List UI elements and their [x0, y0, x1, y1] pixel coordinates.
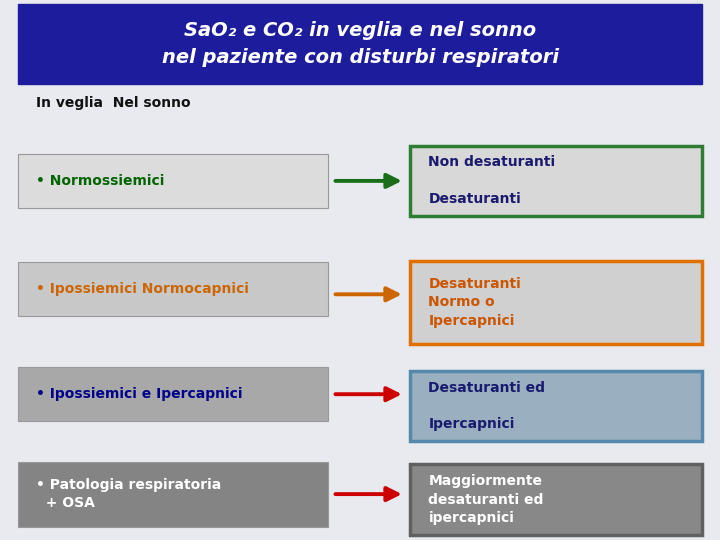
Text: • Patologia respiratoria
  + OSA: • Patologia respiratoria + OSA	[36, 478, 221, 510]
FancyBboxPatch shape	[410, 261, 702, 345]
FancyBboxPatch shape	[18, 4, 702, 84]
Text: Maggiormente
desaturanti ed
ipercapnici: Maggiormente desaturanti ed ipercapnici	[428, 474, 544, 525]
FancyBboxPatch shape	[410, 464, 702, 535]
Text: In veglia  Nel sonno: In veglia Nel sonno	[36, 96, 191, 110]
FancyBboxPatch shape	[410, 371, 702, 441]
Text: Desaturanti ed

Ipercapnici: Desaturanti ed Ipercapnici	[428, 381, 546, 431]
Text: • Normossiemici: • Normossiemici	[36, 174, 164, 188]
Text: • Ipossiemici e Ipercapnici: • Ipossiemici e Ipercapnici	[36, 387, 243, 401]
FancyBboxPatch shape	[18, 462, 328, 526]
Text: • Ipossiemici Normocapnici: • Ipossiemici Normocapnici	[36, 282, 249, 296]
FancyBboxPatch shape	[18, 262, 328, 316]
Text: SaO₂ e CO₂ in veglia e nel sonno
nel paziente con disturbi respiratori: SaO₂ e CO₂ in veglia e nel sonno nel paz…	[161, 21, 559, 67]
FancyBboxPatch shape	[18, 367, 328, 421]
Text: Desaturanti
Normo o
Ipercapnici: Desaturanti Normo o Ipercapnici	[428, 277, 521, 328]
Text: Non desaturanti

Desaturanti: Non desaturanti Desaturanti	[428, 156, 556, 206]
FancyBboxPatch shape	[18, 154, 328, 208]
FancyBboxPatch shape	[410, 146, 702, 216]
